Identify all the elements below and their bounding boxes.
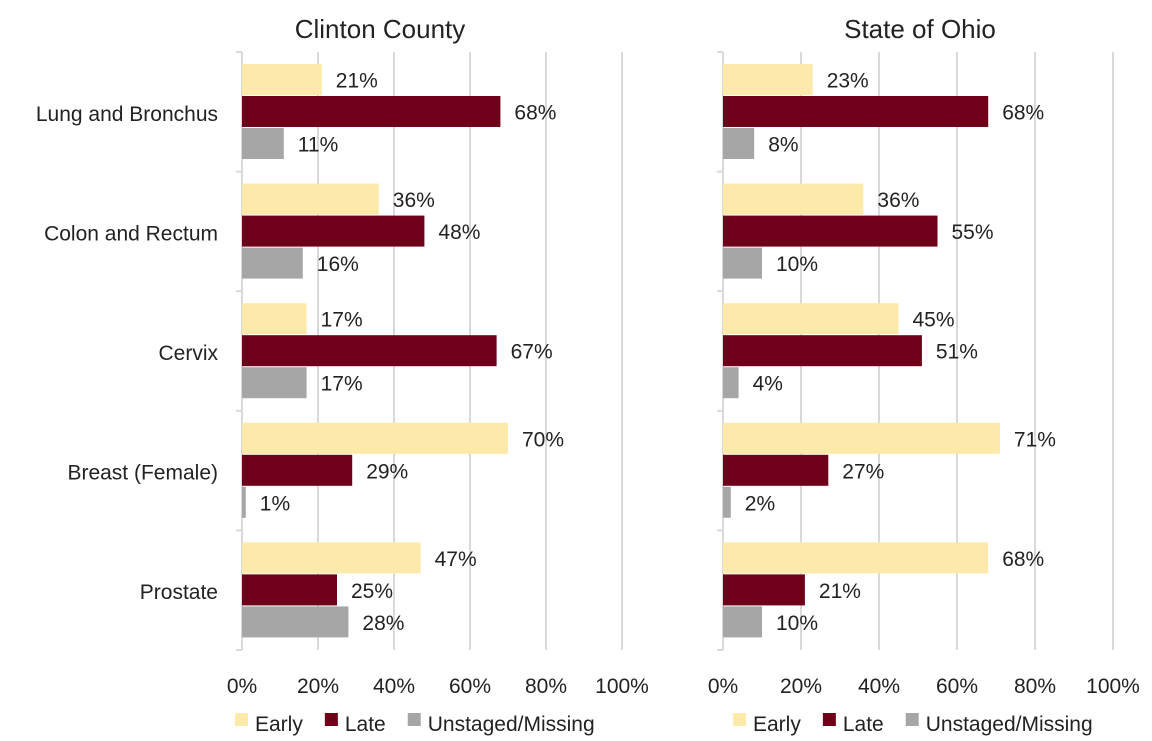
- data-label: 17%: [321, 373, 363, 396]
- x-tick-label: 0%: [708, 675, 738, 698]
- category-label: Cervix: [158, 342, 218, 365]
- x-tick-label: 80%: [1014, 675, 1056, 698]
- bar: [723, 486, 731, 518]
- data-label: 51%: [936, 341, 978, 364]
- legend-label: Late: [345, 713, 386, 736]
- category-label: Breast (Female): [67, 462, 218, 485]
- data-label: 1%: [260, 492, 290, 515]
- bar: [723, 128, 755, 159]
- category-label: Colon and Rectum: [44, 222, 218, 245]
- legend-label: Early: [255, 713, 303, 736]
- data-label: 21%: [336, 70, 378, 93]
- data-label: 29%: [366, 460, 408, 483]
- legend-swatch: [905, 713, 919, 726]
- x-tick-label: 20%: [780, 675, 822, 698]
- data-label: 55%: [952, 221, 994, 244]
- x-tick-label: 60%: [449, 675, 491, 698]
- x-tick-label: 80%: [525, 675, 567, 698]
- bar: [723, 454, 829, 486]
- data-label: 16%: [317, 253, 359, 276]
- data-label: 17%: [321, 309, 363, 332]
- data-label: 36%: [877, 189, 919, 212]
- bar: [723, 574, 805, 606]
- legend-label: Late: [843, 713, 884, 736]
- bar: [723, 96, 989, 127]
- bar: [242, 454, 353, 486]
- x-tick-label: 100%: [595, 675, 649, 698]
- legend-label: Unstaged/Missing: [926, 713, 1093, 736]
- bar: [723, 606, 762, 638]
- bar: [723, 183, 864, 215]
- data-label: 47%: [435, 548, 477, 571]
- bar: [723, 64, 813, 95]
- data-label: 67%: [511, 341, 553, 364]
- category-label: Prostate: [140, 581, 218, 604]
- data-label: 2%: [745, 492, 775, 515]
- bar: [723, 422, 1000, 454]
- bar: [723, 335, 922, 367]
- data-label: 68%: [514, 102, 556, 125]
- data-label: 4%: [753, 373, 783, 396]
- data-label: 68%: [1002, 548, 1044, 571]
- x-tick-label: 60%: [936, 675, 978, 698]
- data-label: 68%: [1002, 102, 1044, 125]
- data-label: 45%: [913, 309, 955, 332]
- bar: [242, 422, 508, 454]
- bar: [723, 542, 989, 574]
- bar: [242, 128, 284, 159]
- category-label: Lung and Bronchus: [36, 103, 218, 126]
- data-label: 70%: [522, 428, 564, 451]
- bar: [723, 215, 938, 247]
- chart-title: State of Ohio: [844, 14, 996, 44]
- x-tick-label: 20%: [297, 675, 339, 698]
- bar: [242, 606, 349, 638]
- legend-swatch: [324, 713, 338, 726]
- legend-swatch: [235, 713, 248, 726]
- bar: [242, 303, 307, 335]
- x-tick-label: 40%: [858, 675, 900, 698]
- data-label: 21%: [819, 580, 861, 603]
- x-tick-label: 40%: [373, 675, 415, 698]
- data-label: 10%: [776, 612, 818, 635]
- legend-swatch: [822, 713, 836, 726]
- bar: [242, 486, 246, 518]
- bar: [242, 96, 501, 127]
- legend-label: Early: [753, 713, 801, 736]
- legend-swatch: [407, 713, 421, 726]
- bar: [242, 183, 379, 215]
- data-label: 23%: [827, 70, 869, 93]
- legend-label: Unstaged/Missing: [428, 713, 595, 736]
- data-label: 10%: [776, 253, 818, 276]
- bar: [242, 215, 425, 247]
- legend-swatch: [733, 713, 746, 726]
- bar: [242, 367, 307, 399]
- bar: [242, 574, 337, 606]
- bar: [723, 367, 739, 399]
- x-tick-label: 100%: [1086, 675, 1140, 698]
- data-label: 36%: [393, 189, 435, 212]
- data-label: 11%: [298, 134, 338, 157]
- bar: [723, 303, 899, 335]
- data-label: 71%: [1014, 428, 1056, 451]
- data-label: 27%: [842, 460, 884, 483]
- x-tick-label: 0%: [227, 675, 257, 698]
- bar: [723, 247, 762, 279]
- data-label: 28%: [362, 612, 404, 635]
- bar: [242, 542, 421, 574]
- bar: [242, 247, 303, 279]
- data-label: 25%: [351, 580, 393, 603]
- data-label: 8%: [768, 134, 798, 157]
- bar: [242, 64, 322, 95]
- bar: [242, 335, 497, 367]
- chart-title: Clinton County: [295, 14, 466, 44]
- data-label: 48%: [438, 221, 480, 244]
